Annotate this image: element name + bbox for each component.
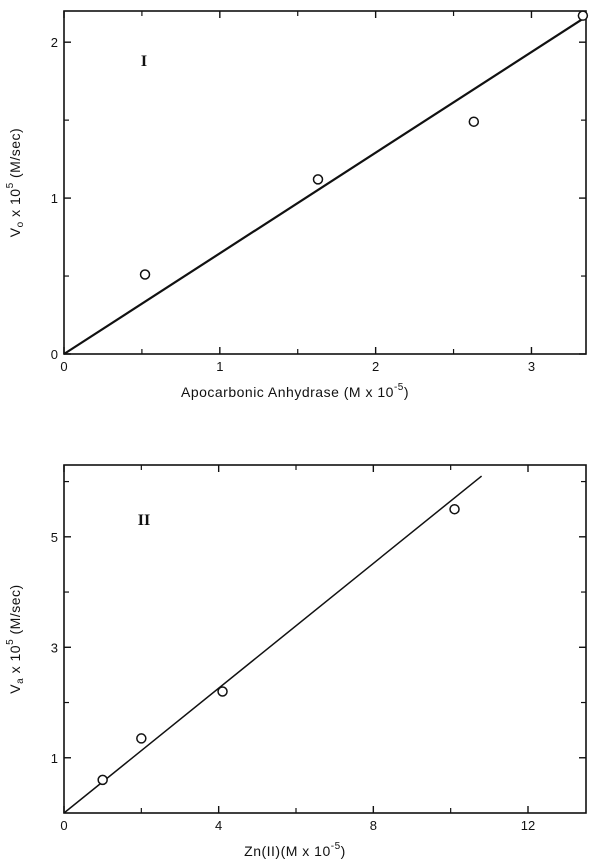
plot-frame [63, 10, 587, 355]
data-point [217, 686, 228, 697]
data-point [577, 10, 589, 21]
x-tick-label: 1 [216, 359, 223, 374]
y-tick-label: 2 [51, 35, 58, 50]
y-tick-label: 5 [51, 530, 58, 545]
y-axis-label: Vo x 105 (M/sec) [5, 128, 26, 237]
data-point [312, 174, 324, 185]
x-tick-label: 3 [528, 359, 535, 374]
fit-line [63, 475, 483, 814]
x-tick-label: 2 [372, 359, 379, 374]
chart-panel-1: 0 1 2 3 0 1 2 I Apocarbonic Anhydrase (M x 10-5)… [5, 10, 589, 400]
chart-panel-2: 0 4 8 12 1 3 5 II Zn(II)(M x 10-5) Va x 105 (M/se… [5, 464, 587, 859]
x-tick-label: 8 [370, 818, 377, 833]
plot-frame [63, 464, 587, 814]
data-point [468, 116, 480, 127]
y-axis-label: Va x 105 (M/sec) [5, 584, 26, 693]
x-tick-label: 4 [215, 818, 222, 833]
y-tick-label: 3 [51, 640, 58, 655]
panel-label: II [138, 512, 150, 529]
data-point [139, 269, 151, 280]
x-tick-label: 12 [521, 818, 535, 833]
panel-label: I [141, 53, 147, 70]
x-tick-label: 0 [60, 818, 67, 833]
x-axis-label: Zn(II)(M x 10-5) [244, 841, 346, 859]
y-tick-label: 1 [51, 191, 58, 206]
data-point [136, 733, 147, 744]
y-tick-label: 1 [51, 751, 58, 766]
x-axis-label: Apocarbonic Anhydrase (M x 10-5) [181, 382, 409, 400]
data-point [97, 774, 108, 786]
y-tick-label: 0 [51, 347, 58, 362]
data-point [449, 503, 460, 515]
fit-line [63, 17, 584, 355]
x-tick-label: 0 [60, 359, 67, 374]
